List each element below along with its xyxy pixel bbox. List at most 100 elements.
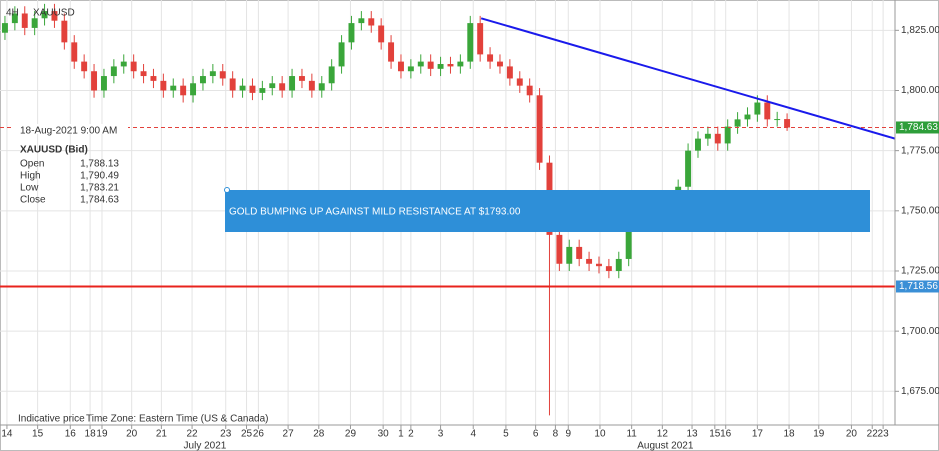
candle-body: [764, 102, 771, 120]
interval: 4H: [6, 8, 19, 19]
candle-body: [695, 138, 701, 151]
candle-body: [784, 119, 791, 128]
candle-body: [714, 133, 721, 144]
candle-body: [506, 66, 513, 79]
x-tick-label: 2: [408, 429, 414, 440]
y-tick-label: 1,700.00: [901, 326, 939, 337]
candle-body: [407, 66, 414, 72]
candle-body: [279, 83, 286, 91]
annotation-text: GOLD BUMPING UP AGAINST MILD RESISTANCE …: [229, 207, 521, 218]
x-tick-label: 5: [503, 429, 509, 440]
x-tick-label: 9: [566, 429, 572, 440]
x-tick-label: 26: [253, 429, 265, 440]
candle-body: [556, 234, 563, 264]
candle-body: [744, 114, 751, 120]
candle-body: [289, 76, 296, 91]
candle-body: [41, 11, 48, 19]
candle-body: [259, 88, 266, 93]
candle-body: [427, 61, 434, 69]
candle-body: [704, 133, 711, 139]
candle-body: [209, 71, 216, 77]
x-tick-label: 6: [533, 429, 539, 440]
x-tick-label: 16: [65, 429, 77, 440]
candle-body: [378, 25, 385, 43]
price-badge: [896, 121, 939, 134]
x-tick-label: 11: [626, 429, 637, 440]
x-tick-label: 15: [709, 429, 721, 440]
y-tick-label: 1,750.00: [901, 205, 939, 216]
candle-body: [229, 78, 236, 91]
candle-body: [774, 119, 781, 121]
candle-body: [1, 23, 8, 33]
candle-body: [160, 80, 167, 91]
footer-note: Indicative price: [18, 414, 85, 425]
x-tick-label: 23: [878, 429, 890, 440]
candle-body: [457, 61, 464, 67]
candle-body: [31, 18, 38, 28]
candle-body: [298, 76, 305, 81]
x-tick-label: 19: [813, 429, 825, 440]
candle-body: [417, 61, 424, 67]
candle-body: [140, 71, 147, 77]
info-symbol: XAUUSD (Bid): [20, 145, 88, 156]
candle-body: [120, 61, 127, 67]
x-tick-label: 22: [867, 429, 879, 440]
info-value: 1,788.13: [80, 159, 119, 170]
candle-body: [199, 76, 206, 84]
x-tick-label: 28: [313, 429, 325, 440]
price-badge-label: 1,718.56: [899, 281, 938, 292]
candle-body: [249, 85, 256, 93]
candle-body: [180, 85, 187, 96]
annotation-box: [225, 190, 870, 232]
candle-body: [536, 95, 543, 163]
symbol: XAUUSD: [33, 8, 75, 19]
candle-body: [615, 258, 622, 271]
candle-body: [21, 13, 28, 28]
info-panel: 18-Aug-2021 9:00 AM XAUUSD (Bid) Open 1,…: [14, 124, 128, 206]
price-badge: [896, 280, 939, 293]
candle-body: [754, 102, 761, 115]
y-tick-label: 1,825.00: [901, 25, 939, 36]
candle-body: [348, 23, 355, 43]
x-tick-label: 19: [96, 429, 108, 440]
candle-body: [91, 71, 98, 91]
candle-body: [81, 61, 88, 72]
x-tick-label: 13: [686, 429, 698, 440]
x-tick-label: 12: [657, 429, 669, 440]
candle-body: [269, 83, 276, 89]
candle-body: [150, 76, 157, 81]
candle-body: [566, 246, 573, 264]
x-tick-label: 17: [752, 429, 764, 440]
info-value: 1,783.21: [80, 183, 119, 194]
candle-body: [100, 76, 107, 91]
candle-body: [477, 23, 484, 55]
y-tick-label: 1,775.00: [901, 145, 939, 156]
candle-body: [685, 150, 692, 187]
info-key: Low: [20, 183, 39, 194]
x-tick-label: 18: [85, 429, 97, 440]
candle-body: [170, 85, 177, 91]
candle-body: [328, 66, 335, 84]
month-label: July 2021: [184, 441, 227, 451]
candle-body: [397, 61, 404, 72]
candle-body: [51, 11, 58, 21]
candle-body: [190, 83, 197, 96]
candle-body: [447, 64, 454, 67]
candle-body: [625, 222, 632, 259]
candle-body: [497, 61, 503, 67]
annotation: GOLD BUMPING UP AGAINST MILD RESISTANCE …: [224, 187, 870, 232]
info-value: 1,784.63: [80, 195, 119, 206]
footer-timezone: Time Zone: Eastern Time (US & Canada): [86, 414, 268, 425]
y-tick-label: 1,675.00: [901, 386, 939, 397]
x-tick-label: 3: [438, 429, 444, 440]
candle-body: [516, 78, 523, 86]
price-badge-label: 1,784.63: [899, 122, 938, 133]
trendline: [480, 17, 896, 140]
x-tick-label: 30: [378, 429, 390, 440]
month-label: August 2021: [637, 441, 694, 451]
candle-body: [368, 18, 375, 26]
candle-body: [219, 71, 226, 79]
candle-body: [734, 119, 741, 127]
info-key: High: [20, 171, 41, 182]
